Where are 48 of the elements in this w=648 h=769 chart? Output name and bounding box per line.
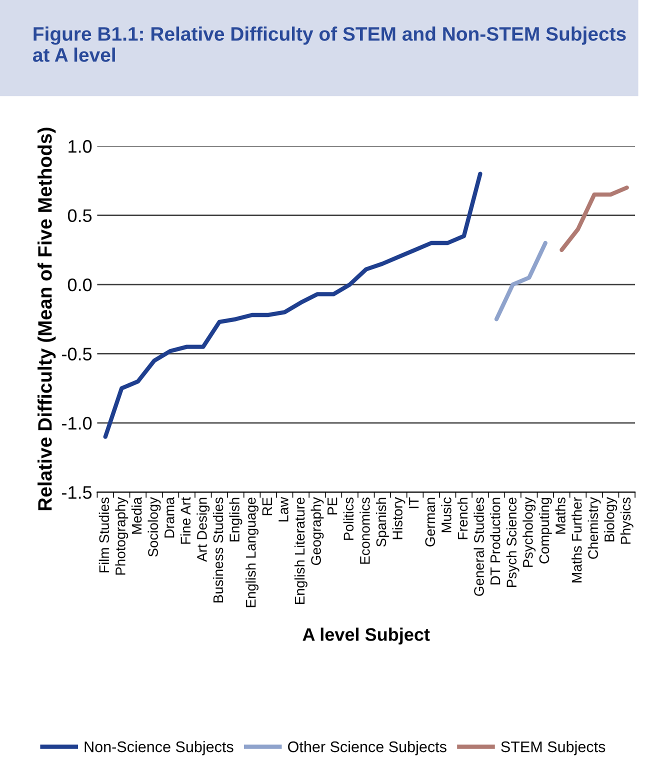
- x-tick-label: PE: [328, 498, 338, 514]
- x-tick-label: Drama: [164, 497, 174, 538]
- x-tick-label: English Language: [246, 498, 259, 608]
- y-tick-label: 0.0: [68, 278, 92, 292]
- x-tick-label: Music: [441, 497, 452, 532]
- x-tick-label: Spanish: [376, 498, 389, 547]
- line-series: [560, 186, 629, 252]
- y-tick-label: -1.5: [62, 486, 92, 499]
- x-tick-label: Geography: [310, 497, 324, 566]
- x-tick-label: Computing: [538, 498, 552, 564]
- x-tick-label: Maths: [555, 498, 566, 534]
- x-tick-label: Maths Further: [572, 497, 582, 582]
- x-tick-label: IT: [409, 497, 419, 508]
- y-axis-title: Relative Difficulty (Mean of Five Methods): [38, 128, 56, 510]
- x-tick-label: Sociology: [148, 497, 161, 557]
- x-tick-label: Physics: [620, 498, 634, 544]
- x-tick-label: General Studies: [474, 498, 484, 596]
- y-tick-label: -1.0: [62, 416, 92, 430]
- x-tick-label: DT Production: [490, 498, 500, 584]
- x-tick-label: Economics: [360, 498, 370, 564]
- x-tick-label: Law: [278, 496, 288, 522]
- x-tick-label: Psychology: [522, 497, 536, 567]
- y-tick-label: -0.5: [62, 348, 92, 360]
- legend-label: Other Science Subjects: [288, 741, 446, 756]
- x-tick-label: Fine Art: [180, 497, 191, 544]
- x-tick-label: Art Design: [196, 498, 210, 562]
- x-tick-label: RE: [262, 498, 272, 516]
- x-tick-label: French: [457, 498, 468, 540]
- x-tick-label: Chemistry: [588, 497, 601, 559]
- legend-label: Non-Science Subjects: [84, 741, 234, 756]
- line-series: [494, 240, 548, 322]
- x-tick-label: Psych Science: [506, 498, 520, 587]
- x-tick-label: Business Studies: [212, 498, 224, 602]
- x-tick-label: Media: [131, 497, 142, 534]
- x-axis-title: A level Subject: [302, 628, 430, 644]
- y-tick-label: 1.0: [68, 140, 92, 153]
- x-tick-label: English Literature: [294, 498, 308, 604]
- x-tick-label: English: [229, 498, 242, 542]
- legend-label: STEM Subjects: [501, 741, 606, 756]
- x-tick-label: Film Studies: [98, 498, 110, 572]
- x-tick-label: Politics: [343, 498, 354, 540]
- line-series: [103, 172, 482, 439]
- x-tick-label: History: [392, 497, 406, 540]
- x-tick-label: German: [425, 498, 436, 546]
- x-tick-label: Biology: [604, 497, 618, 542]
- x-tick-label: Photography: [115, 497, 128, 575]
- y-tick-label: 0.5: [68, 209, 92, 222]
- chart-title: Figure B1.1: Relative Difficulty of STEM and Non-STEM Subjects at A level: [32, 26, 626, 62]
